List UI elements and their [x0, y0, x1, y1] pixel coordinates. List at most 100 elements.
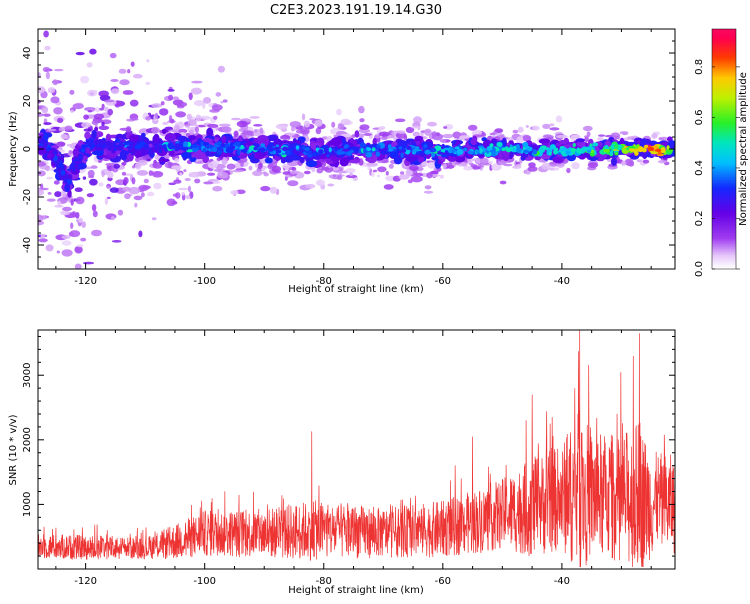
spectrogram-cell [260, 143, 265, 148]
spectrogram-cell [153, 182, 162, 190]
spectrogram-cell [82, 261, 95, 265]
colorbar-cell [712, 169, 736, 172]
snr-axes: -120 -100 -80 -60 -40 1000 2000 3000 [22, 330, 675, 587]
spectrogram-cell [597, 137, 604, 141]
spectrogram-cell [72, 103, 84, 110]
spectrogram-cell [345, 174, 358, 179]
colorbar-cell [712, 151, 736, 154]
spectrogram-cell [350, 146, 358, 151]
colorbar-cell [712, 109, 736, 112]
spectrogram-cell [314, 119, 323, 127]
colorbar-cell [712, 239, 736, 242]
colorbar-cell [712, 209, 736, 212]
spectrogram-cell [70, 222, 74, 229]
colorbar-cell [712, 259, 736, 262]
spectrogram-cell [439, 174, 444, 179]
spectrogram-x-tick-label: -120 [74, 276, 97, 287]
spectrogram-x-tick-label: -100 [193, 276, 216, 287]
spectrogram-cell [291, 134, 301, 139]
spectrogram-cell [589, 152, 595, 157]
spectrogram-cell [522, 141, 529, 148]
spectrogram-cell [641, 150, 648, 159]
colorbar-cell [712, 263, 736, 266]
colorbar-cell [712, 111, 736, 114]
colorbar-cell [712, 203, 736, 206]
spectrogram-cell [181, 191, 185, 196]
colorbar-cell [712, 135, 736, 138]
colorbar-cell [712, 103, 736, 106]
spectrogram-cell [105, 141, 113, 147]
spectrogram-cell [171, 165, 182, 170]
spectrogram-cell [235, 189, 246, 195]
spectrogram-cell [77, 140, 84, 147]
spectrogram-cell [242, 130, 254, 136]
spectrogram-cell [95, 145, 102, 151]
colorbar-cell [712, 83, 736, 86]
colorbar-cell [712, 45, 736, 48]
spectrogram-cell [371, 170, 375, 177]
spectrogram-cell [549, 127, 560, 131]
colorbar-cell [712, 149, 736, 152]
spectrogram-cell [138, 230, 143, 238]
spectrogram-cell [101, 103, 105, 109]
colorbar-cell [712, 89, 736, 92]
spectrogram-cell [642, 159, 650, 164]
colorbar-cell [712, 253, 736, 256]
spectrogram-cell [99, 140, 107, 145]
colorbar-cell [712, 77, 736, 80]
colorbar-tick-label: 0.6 [694, 109, 705, 125]
spectrogram-cell [398, 174, 410, 180]
snr-x-axis-label: Height of straight line (km) [288, 585, 424, 596]
spectrogram-cell [41, 106, 49, 114]
spectrogram-cell [468, 124, 478, 131]
spectrogram-cell [548, 151, 552, 156]
spectrogram-cell [95, 131, 104, 138]
colorbar-cell [712, 125, 736, 128]
spectrogram-cell [91, 204, 97, 212]
spectrogram-cell [587, 162, 599, 168]
snr-y-tick-label: 3000 [22, 362, 33, 387]
spectrogram-cell [177, 128, 188, 134]
spectrogram-cell [237, 149, 241, 156]
spectrogram-cell [236, 120, 248, 128]
spectrogram-cell [337, 151, 345, 155]
colorbar-cell [712, 207, 736, 210]
spectrogram-cell [424, 149, 432, 155]
spectrogram-cell [522, 135, 532, 142]
colorbar-cell [712, 139, 736, 142]
spectrogram-cell [99, 107, 104, 111]
spectrogram-cell [185, 124, 190, 128]
spectrogram-cell [304, 147, 310, 151]
spectrogram-cell [394, 118, 406, 123]
spectrogram-cell [496, 141, 503, 148]
spectrogram-cell [378, 131, 390, 137]
colorbar-cell [712, 49, 736, 52]
spectrogram-cell [323, 147, 327, 153]
spectrogram-cell [56, 141, 66, 147]
spectrogram-cell [74, 263, 82, 269]
colorbar-cell [712, 205, 736, 208]
colorbar-cell [712, 113, 736, 116]
colorbar-cell [712, 213, 736, 216]
spectrogram-cell [205, 152, 216, 157]
spectrogram-cell [207, 161, 218, 169]
spectrogram-cell [512, 129, 519, 134]
spectrogram-cell [254, 163, 259, 168]
spectrogram-y-tick-label: 20 [22, 95, 33, 108]
colorbar-cell [712, 185, 736, 188]
spectrogram-cell [655, 148, 662, 152]
colorbar-cell [712, 31, 736, 34]
spectrogram-cell [517, 126, 524, 133]
spectrogram-cell [81, 122, 92, 128]
spectrogram-cell [196, 124, 207, 128]
spectrogram-cell [303, 170, 311, 175]
colorbar-cell [712, 183, 736, 186]
spectrogram-cell [38, 238, 48, 243]
spectrogram-cell [275, 123, 288, 130]
spectrogram-cell [491, 150, 497, 157]
spectrogram-cell [366, 162, 379, 167]
spectrogram-cell [459, 135, 470, 139]
spectrogram-cell [628, 160, 635, 167]
spectrogram-cell [512, 165, 522, 169]
spectrogram-cell [315, 179, 325, 186]
